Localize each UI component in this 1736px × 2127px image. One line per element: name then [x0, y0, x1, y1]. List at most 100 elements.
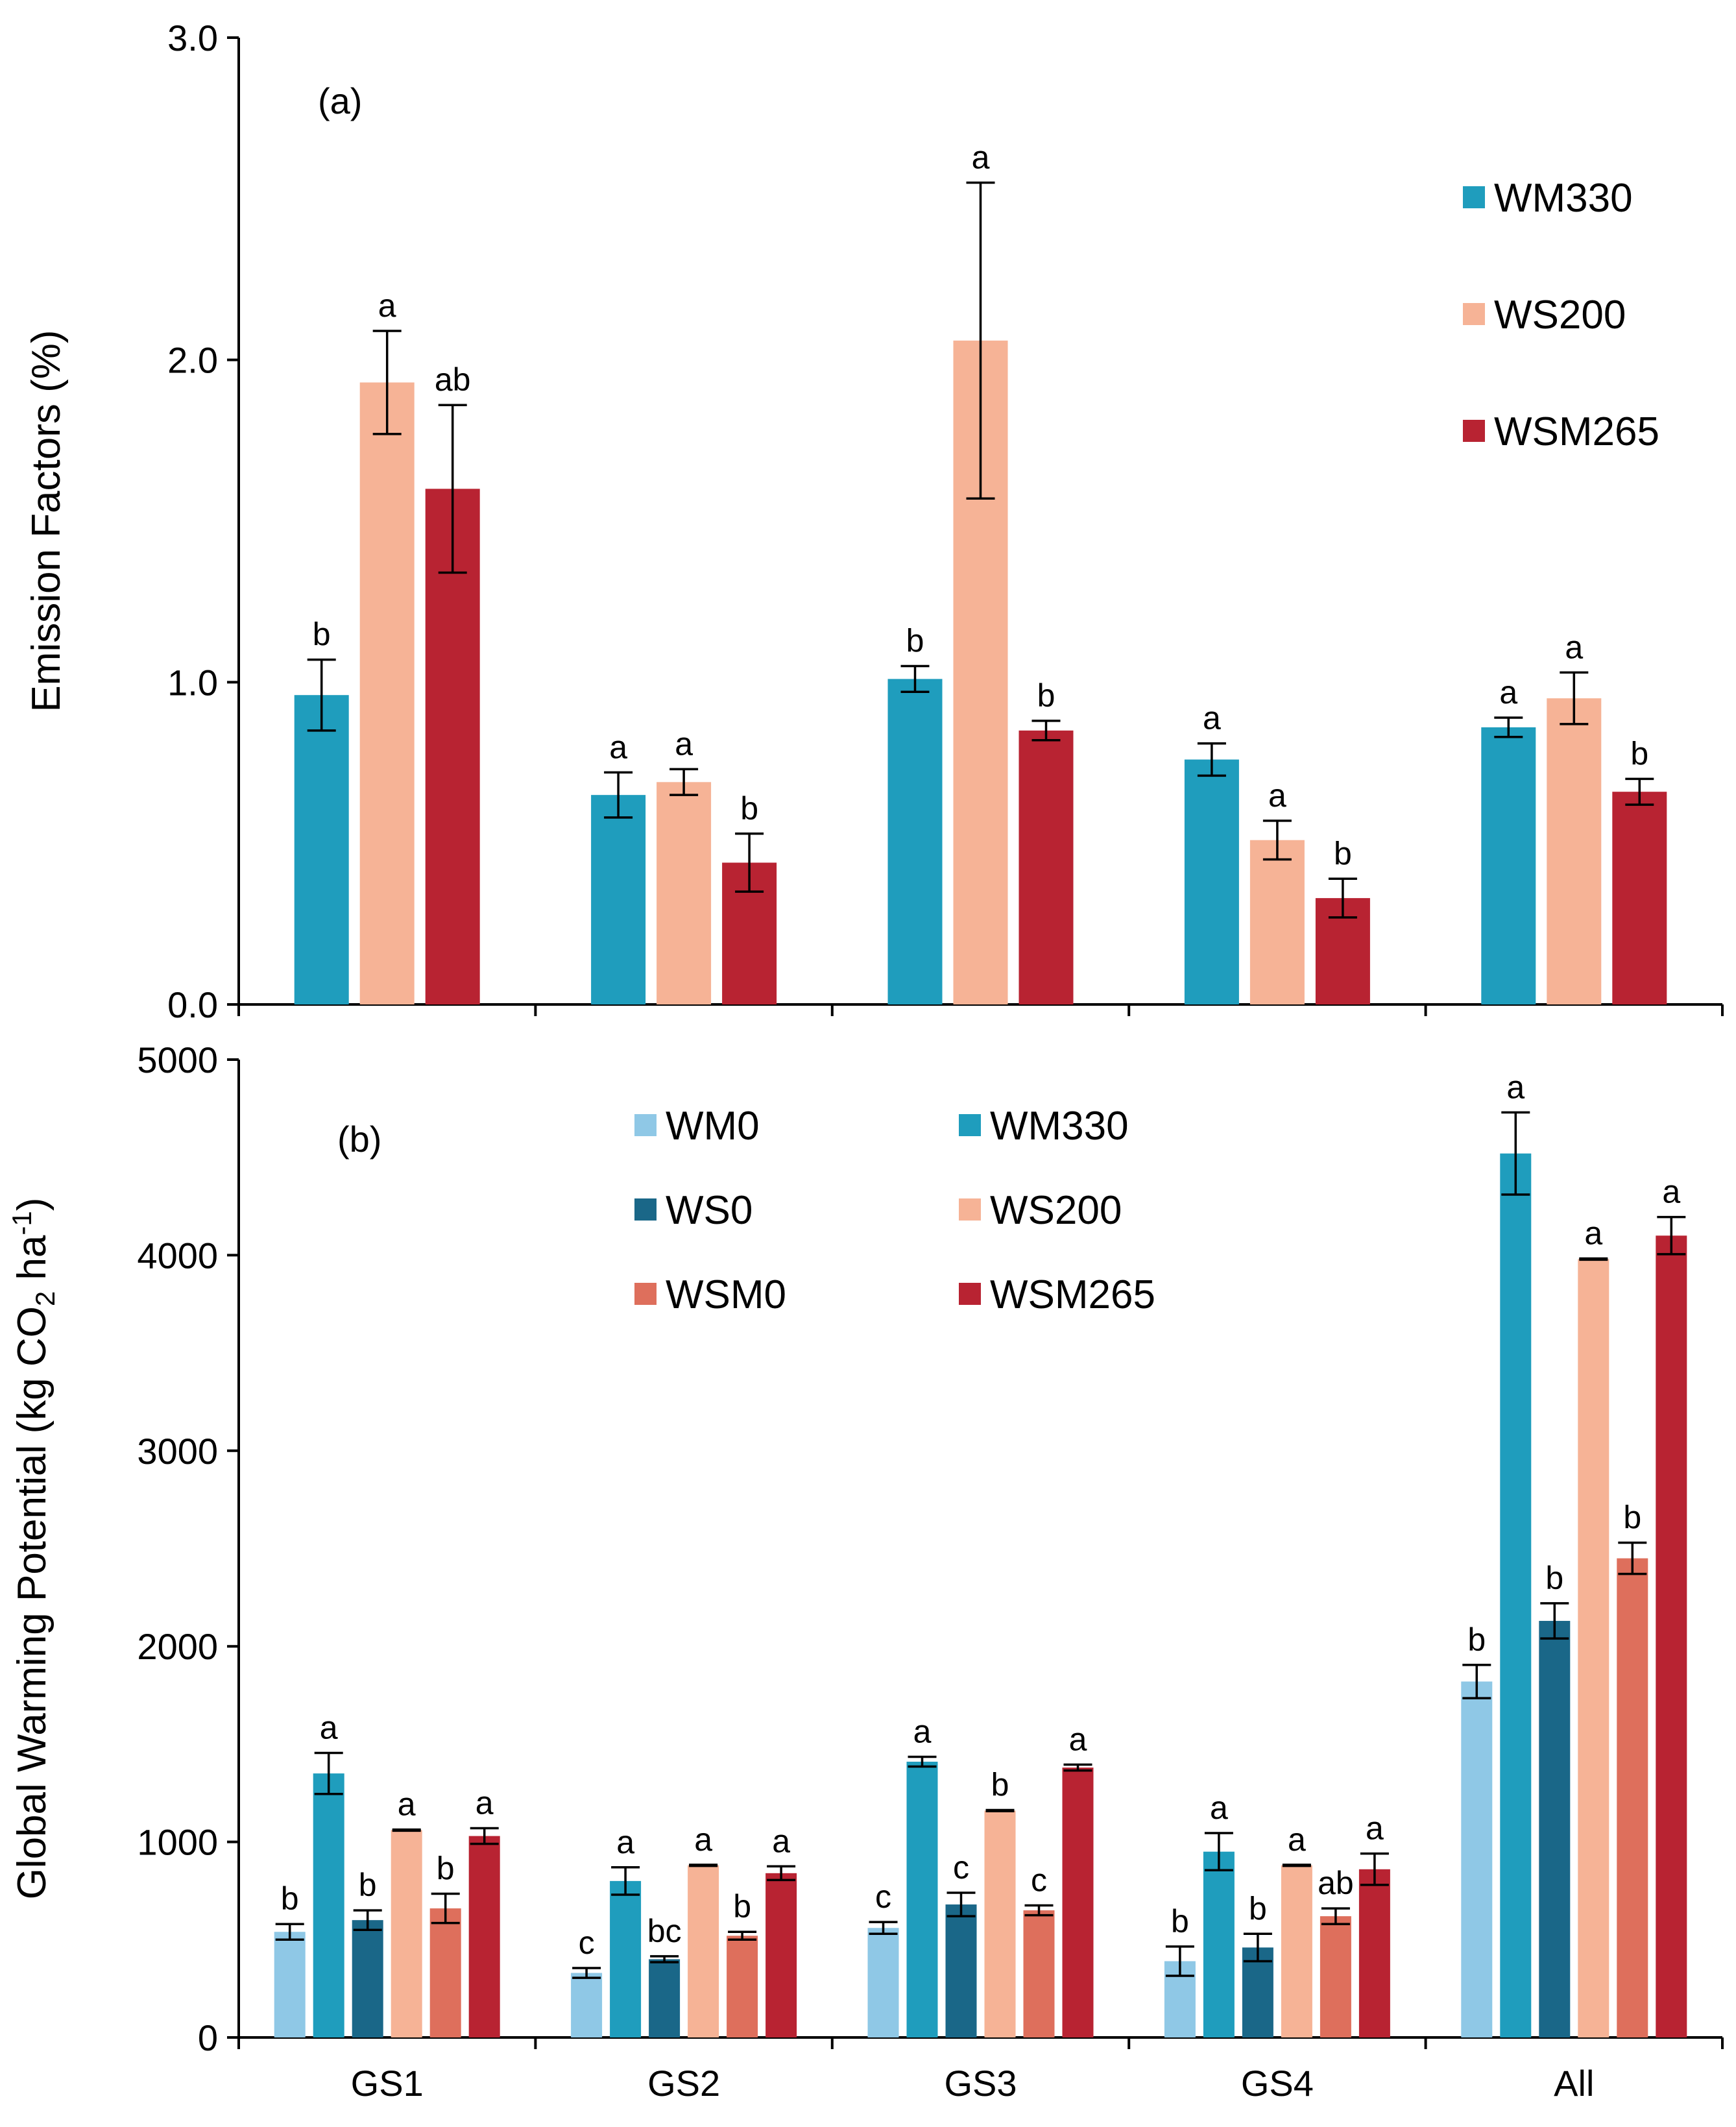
y-axis-title-sub: 2	[30, 1291, 60, 1306]
bar	[887, 679, 943, 1004]
y-tick-label: 2.0	[167, 340, 218, 381]
y-tick-label: 4000	[137, 1235, 218, 1276]
bar	[867, 1928, 899, 2037]
significance-letter: a	[609, 729, 627, 765]
bar	[294, 695, 349, 1004]
legend-label: WM330	[1494, 176, 1633, 221]
y-tick-label: 3000	[137, 1431, 218, 1472]
y-tick-label: 1000	[137, 1822, 218, 1863]
significance-letter: b	[1171, 1903, 1189, 1939]
significance-letter: a	[972, 140, 990, 176]
significance-letter: a	[1662, 1174, 1680, 1210]
legend-swatch	[634, 1283, 657, 1305]
significance-letter: c	[875, 1878, 891, 1915]
bar	[359, 382, 415, 1004]
legend-swatch	[1463, 420, 1485, 442]
significance-letter: a	[1268, 777, 1286, 814]
significance-letter: a	[320, 1709, 338, 1745]
significance-letter: a	[1288, 1821, 1306, 1858]
significance-letter: c	[953, 1849, 969, 1886]
y-tick-label: 0.0	[167, 984, 218, 1025]
bar	[1578, 1259, 1609, 2037]
legend-label: WM330	[990, 1104, 1129, 1149]
significance-letter: bc	[647, 1913, 682, 1949]
bar	[1320, 1916, 1351, 2037]
significance-letter: b	[281, 1880, 299, 1917]
bar	[1500, 1153, 1532, 2037]
bar	[766, 1873, 797, 2037]
bar	[1617, 1558, 1648, 2037]
significance-letter: a	[675, 725, 693, 762]
significance-letter: b	[1467, 1622, 1486, 1658]
bar	[1461, 1681, 1493, 2037]
legend-swatch	[959, 1114, 981, 1136]
bar	[688, 1865, 719, 2037]
bar	[1358, 1869, 1390, 2037]
y-tick-label: 0	[198, 2017, 218, 2058]
legend-swatch	[1463, 186, 1485, 208]
significance-letter: a	[1366, 1810, 1384, 1847]
legend-swatch	[1463, 303, 1485, 325]
y-axis-title-part: Global Warming Potential (kg CO	[10, 1306, 54, 1899]
bar	[1203, 1851, 1235, 2037]
significance-letter: a	[694, 1821, 712, 1858]
y-axis-title-part: )	[10, 1198, 54, 1211]
significance-letter: a	[1069, 1721, 1087, 1758]
significance-letter: b	[359, 1867, 377, 1903]
significance-letter: b	[733, 1888, 751, 1925]
panel-label: (a)	[318, 80, 362, 121]
significance-letter: b	[437, 1850, 455, 1886]
legend-swatch	[634, 1198, 657, 1221]
bar	[1612, 792, 1667, 1004]
y-tick-label: 5000	[137, 1039, 218, 1080]
legend-label: WS0	[666, 1188, 753, 1233]
y-tick-label: 2000	[137, 1626, 218, 1667]
legend-swatch	[959, 1198, 981, 1221]
bar	[1539, 1621, 1571, 2037]
legend-label: WSM0	[666, 1272, 786, 1317]
bar	[610, 1880, 642, 2037]
significance-letter: b	[1334, 835, 1352, 871]
bar	[429, 1908, 461, 2037]
bar	[657, 782, 712, 1004]
significance-letter: a	[378, 287, 396, 324]
bar	[1547, 698, 1602, 1004]
significance-letter: b	[740, 790, 758, 827]
bar	[1481, 727, 1536, 1004]
y-tick-label: 1.0	[167, 662, 218, 703]
bar	[1023, 1910, 1055, 2037]
bar	[352, 1920, 383, 2037]
bar	[1019, 730, 1074, 1004]
significance-letter: a	[772, 1823, 790, 1859]
bar	[1249, 840, 1305, 1004]
significance-letter: a	[1506, 1069, 1525, 1105]
bar	[425, 489, 480, 1004]
bar	[727, 1936, 758, 2037]
significance-letter: a	[1584, 1215, 1602, 1252]
significance-letter: a	[1203, 700, 1221, 736]
legend-label: WSM265	[1494, 409, 1659, 454]
bar	[1281, 1865, 1312, 2037]
significance-letter: c	[1031, 1862, 1047, 1899]
significance-letter: a	[1499, 674, 1517, 711]
significance-letter: b	[313, 616, 331, 653]
bar	[1242, 1947, 1273, 2037]
significance-letter: ab	[435, 361, 471, 398]
significance-letter: a	[1210, 1790, 1228, 1826]
legend-swatch	[959, 1283, 981, 1305]
bar	[274, 1932, 306, 2037]
bar	[984, 1810, 1016, 2037]
bar	[571, 1973, 603, 2037]
legend-label: WM0	[666, 1104, 760, 1149]
y-axis-title: Global Warming Potential (kg CO2 ha-1)	[6, 1198, 60, 1900]
significance-letter: a	[1565, 629, 1583, 665]
significance-letter: b	[1249, 1890, 1267, 1926]
bar	[591, 795, 646, 1004]
bar	[649, 1959, 681, 2037]
bar	[1062, 1768, 1094, 2037]
bar	[1184, 759, 1239, 1004]
bar	[1656, 1235, 1687, 2037]
significance-letter: a	[398, 1786, 416, 1823]
